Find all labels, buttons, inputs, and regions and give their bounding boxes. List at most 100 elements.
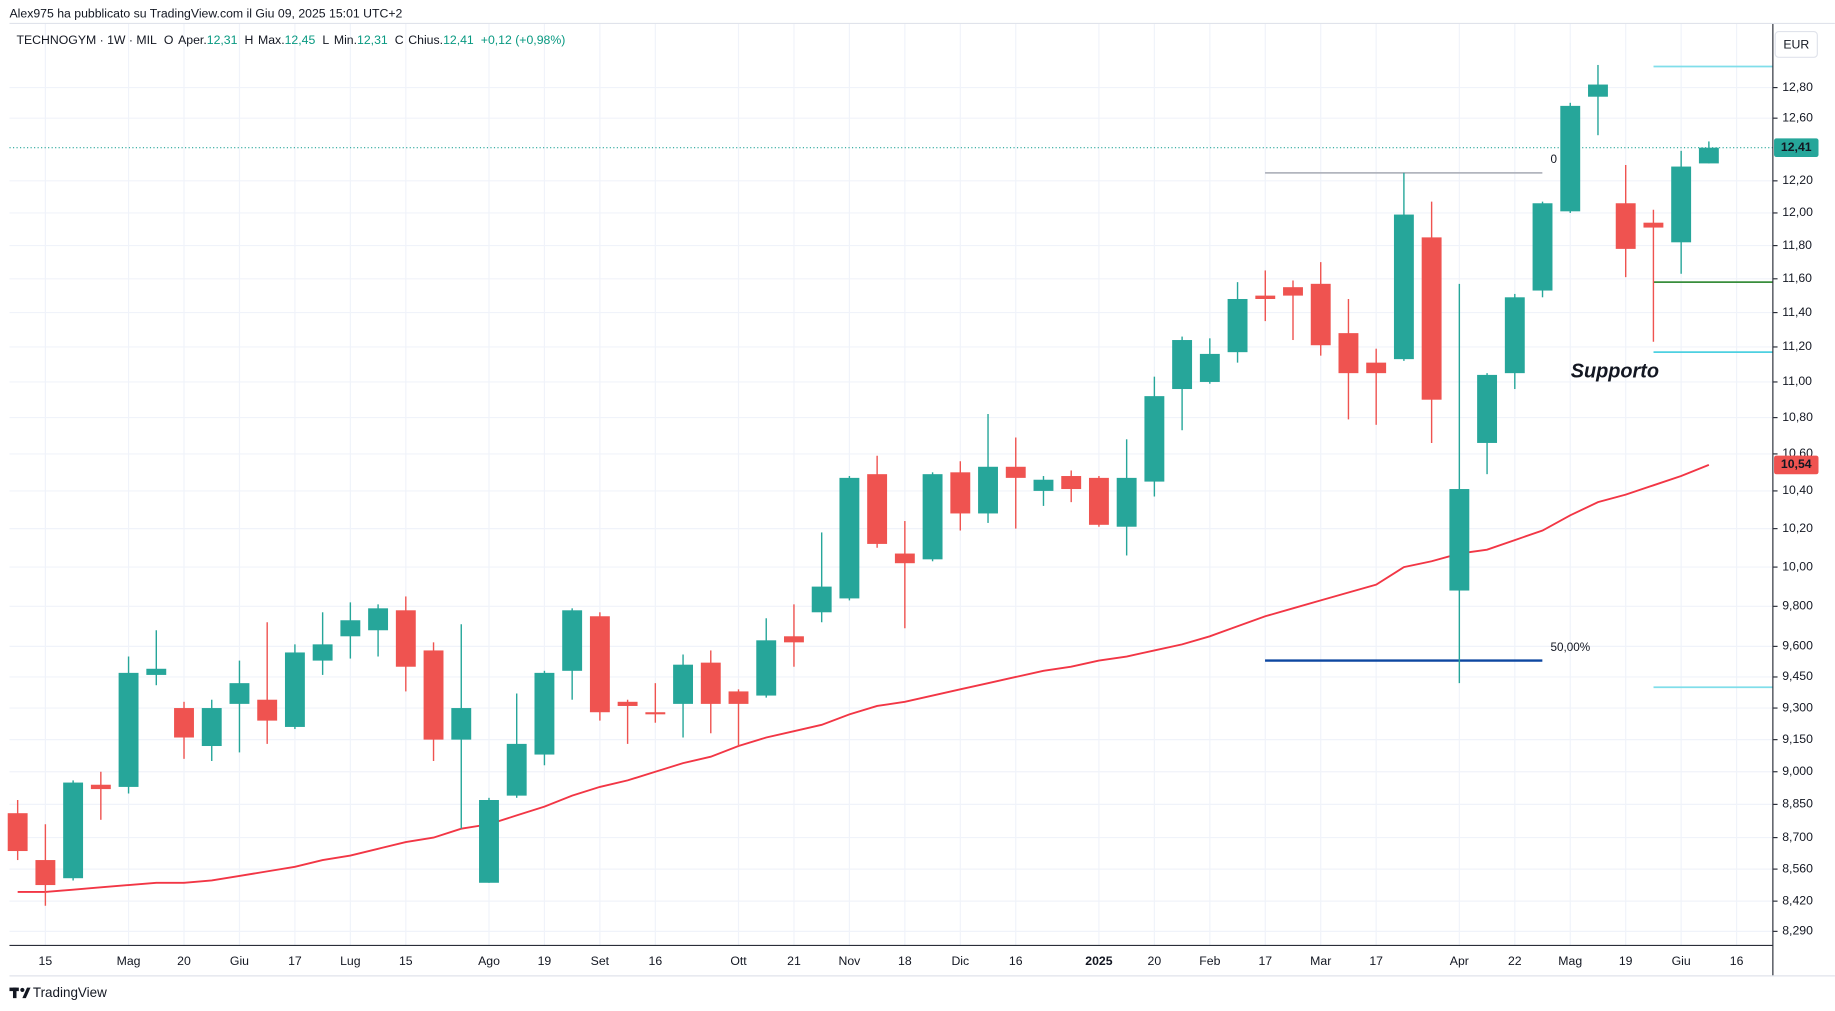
footer-brand: TradingView [33,985,107,1000]
y-tick-label: 11,20 [1782,339,1812,353]
grid [9,23,1773,946]
annotation: Supporto [1571,360,1659,382]
candle-body [1283,287,1303,296]
x-tick-label: 16 [1730,954,1744,968]
x-tick-label: Ago [478,954,500,968]
legend: TECHNOGYM · 1W · MIL O Aper.12,31 H Max.12,4… [16,33,565,47]
legend-label: Chius. [408,33,443,47]
candle-body [589,616,610,713]
candle-body [1310,283,1331,346]
x-tick-label: Mag [117,954,141,968]
legend-key: C [395,33,404,47]
y-tick-label: 12,80 [1782,80,1813,94]
candle-body [922,474,943,560]
y-tick-label: 11,80 [1782,238,1812,252]
legend-value: 12,31 [207,33,238,47]
footer-logo [9,987,31,999]
candle-body [1560,105,1581,212]
candle-body [1061,476,1082,490]
y-tick-label: 8,700 [1782,830,1813,844]
legend-key: O [164,33,174,47]
candle-body [617,701,638,706]
candle-body [368,608,389,631]
x-tick-label: 19 [538,954,552,968]
candle-body [340,620,361,637]
candle-body [1255,295,1276,299]
candle-body [534,672,555,755]
x-tick-label: Apr [1450,954,1469,968]
x-tick-label: 22 [1508,954,1522,968]
candle-body [423,650,444,740]
candle-body [978,466,998,514]
candle-body [1116,477,1137,527]
candle-body [1532,203,1553,291]
y-tick-label: 8,560 [1782,861,1813,875]
candle-body [839,477,860,599]
x-tick-label: 17 [1258,954,1272,968]
candle-body [174,708,194,738]
y-tick-label: 8,420 [1782,893,1813,907]
candle-body [700,662,721,704]
candle-body [479,800,499,883]
x-tick-label: 16 [649,954,663,968]
candle-body [1588,84,1608,97]
candle-body [1338,333,1359,374]
x-tick-label: Lug [340,954,361,968]
x-tick-label: 15 [399,954,413,968]
candle-body [1227,298,1248,353]
x-tick-label: Feb [1199,954,1220,968]
x-tick-label: 20 [177,954,191,968]
x-tick-label: 18 [898,954,912,968]
legend-key: H [244,33,253,47]
x-tick-label: Set [591,954,610,968]
y-tick-label: 10,40 [1782,483,1813,497]
candle-body [1504,297,1525,374]
candle-body [1199,353,1220,382]
y-tick-label: 12,60 [1782,110,1813,124]
candle-body [284,652,305,727]
y-tick-label: 12,00 [1782,205,1813,219]
fib-label: 50,00% [1551,641,1591,654]
x-tick-label: Giu [230,954,249,968]
candle-body [1393,214,1414,360]
y-tick-label: 9,800 [1782,599,1813,613]
price-tag-label: 10,54 [1781,457,1812,471]
y-tick-label: 9,450 [1782,669,1813,683]
candle-body [1477,374,1498,443]
x-tick-label: Ott [730,954,747,968]
y-tick-label: 11,00 [1782,374,1812,388]
candle-body [1144,396,1165,482]
candle-body [395,610,416,667]
x-tick-label: 15 [39,954,53,968]
legend-value: 12,31 [357,33,388,47]
y-tick-label: 9,300 [1782,700,1813,714]
x-tick-label: 21 [787,954,801,968]
candle-body [118,672,139,787]
y-tick-label: 9,150 [1782,732,1813,746]
currency: EUR [1783,37,1809,51]
x-tick-label: 17 [288,954,302,968]
candle-body [1366,362,1387,374]
candle-body [1033,479,1054,491]
legend-key: L [322,33,329,47]
x-tick-label: 19 [1619,954,1633,968]
legend-label: Min. [334,33,357,47]
y-tick-label: 8,290 [1782,924,1813,938]
candle-body [7,813,28,852]
currency-box [1774,31,1818,58]
x-tick-label: Giu [1672,954,1691,968]
fib-label: 0 [1551,153,1558,166]
candle-body [1449,489,1470,591]
y-tick-label: 10,20 [1782,521,1813,535]
legend-label: Aper. [178,33,207,47]
candle-body [257,699,278,721]
candle-body [1671,166,1692,243]
legend-label: Max. [258,33,285,47]
x-tick-label: Mar [1310,954,1331,968]
candle-body [728,691,749,704]
y-tick-label: 10,00 [1782,559,1813,573]
